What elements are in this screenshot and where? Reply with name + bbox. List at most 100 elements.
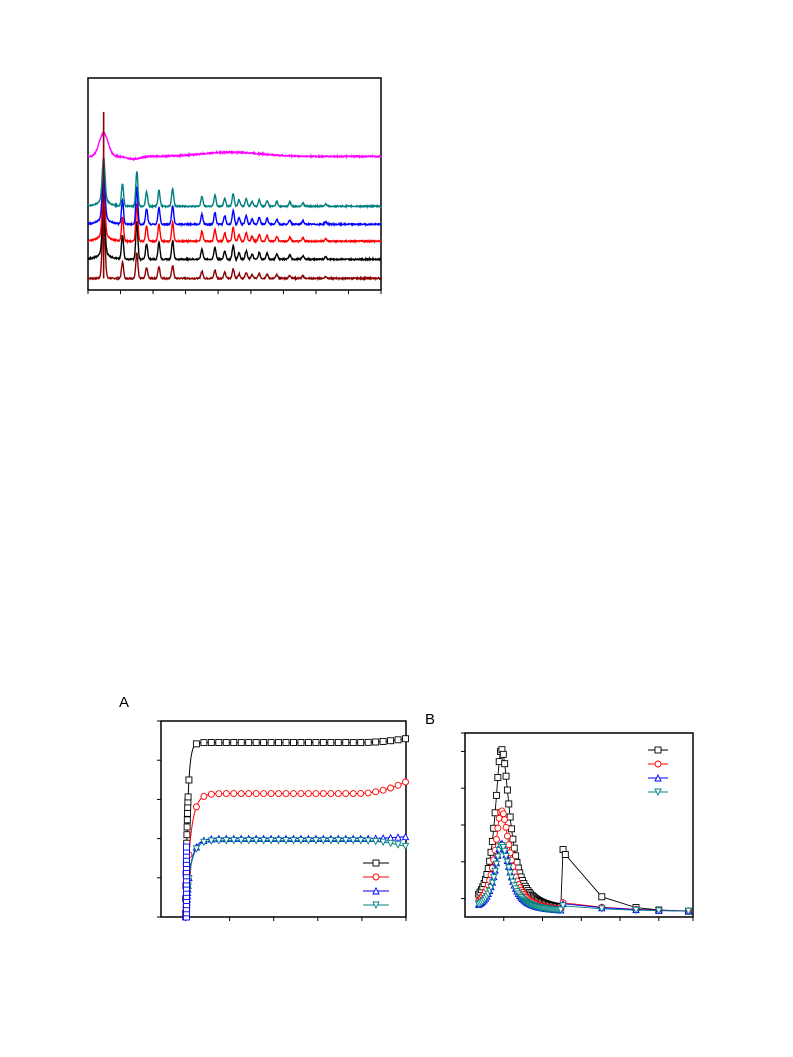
chart-b-marker [509, 835, 517, 843]
chart-b-marker [493, 791, 500, 799]
chart-a-marker [304, 837, 313, 845]
chart-a-marker [327, 837, 335, 845]
chart-a-marker [215, 837, 223, 845]
chart-a-marker [259, 837, 268, 845]
chart-b-marker [501, 760, 509, 768]
chart-b-marker [503, 858, 512, 867]
chart-b-marker [503, 832, 511, 840]
chart-b-legend-marker [654, 760, 662, 768]
chart-a-marker [402, 778, 409, 786]
chart-a-marker [282, 790, 290, 797]
chart-b-marker [501, 816, 509, 824]
chart-a-marker [356, 837, 365, 845]
chart-a-marker [304, 739, 312, 747]
chart-a-marker [222, 837, 230, 845]
chart-a-marker [379, 786, 387, 794]
chart-a-marker [183, 831, 191, 839]
chart-b-marker [598, 893, 606, 901]
chart-a-legend-marker [372, 901, 380, 910]
chart-a-marker [319, 790, 327, 797]
chart-a-marker [297, 739, 305, 747]
chart-b-marker [503, 786, 511, 794]
chart-b-marker [510, 844, 518, 852]
chart-b-marker [494, 824, 502, 832]
chart-a-marker [267, 790, 275, 797]
chart-a-marker [394, 736, 402, 744]
chart-a-marker [357, 790, 365, 797]
chart-a-marker [379, 737, 387, 745]
chart-a-marker [230, 790, 238, 797]
chart-b-marker [559, 902, 567, 910]
chart-a-marker [312, 739, 320, 747]
chart-a-marker [275, 790, 282, 797]
chart-a-marker [319, 739, 327, 747]
chart-a-marker [185, 776, 193, 784]
chart-a-marker [401, 842, 410, 851]
chart-a-marker [364, 789, 372, 797]
chart-b-marker [502, 772, 510, 780]
chart-a-marker [327, 790, 335, 797]
chart-a-marker [394, 833, 402, 841]
chart-a-legend-marker [372, 859, 380, 867]
chart-a-marker [394, 781, 402, 789]
chart-b-marker [509, 878, 517, 887]
chart-a-marker [183, 816, 191, 824]
chart-a-marker [372, 738, 380, 746]
chart-a-marker [387, 737, 395, 745]
xrd-series-line [87, 213, 382, 282]
chart-b-marker [489, 874, 498, 882]
chart-a-legend-marker [372, 873, 380, 881]
xrd-series-line [87, 156, 382, 210]
chart-a-marker [267, 739, 275, 747]
chart-a-marker [334, 739, 342, 747]
chart-a-marker [275, 739, 282, 747]
chart-b-marker [502, 823, 510, 831]
chart-a-marker [245, 790, 253, 797]
chart-a-marker [274, 837, 283, 845]
chart-b-marker [491, 809, 499, 817]
xrd-frame [87, 77, 382, 291]
chart-a-marker [237, 837, 245, 845]
chart-a-marker [215, 790, 223, 798]
chart-a-marker [192, 845, 201, 853]
chart-b-marker [507, 874, 516, 882]
chart-a-frame [160, 720, 407, 918]
chart-a-marker [349, 790, 357, 797]
chart-b-marker [491, 867, 499, 876]
chart-a-marker [290, 739, 297, 747]
chart-a-marker [379, 838, 387, 847]
chart-a-marker [371, 837, 380, 846]
chart-b-legend-marker [654, 773, 662, 782]
chart-b-marker [499, 810, 507, 818]
chart-a-marker [327, 739, 335, 747]
chart-b-marker [561, 851, 569, 858]
chart-a-marker [402, 735, 409, 743]
panel-label-a: A [119, 694, 130, 711]
chart-a-marker [215, 739, 223, 747]
chart-b-marker [494, 774, 502, 781]
chart-b-marker [505, 864, 513, 872]
chart-a-marker [183, 823, 191, 831]
chart-b-marker [502, 852, 510, 861]
chart-a-marker [282, 739, 290, 747]
chart-a-marker [192, 740, 200, 748]
xrd-chart [87, 77, 382, 294]
chart-b-marker [598, 905, 606, 913]
chart-a-marker [252, 739, 260, 747]
chart-a-marker [230, 739, 238, 747]
chart-a-marker [252, 790, 260, 797]
chart-a-marker [290, 790, 297, 797]
chart-a-marker [244, 837, 253, 845]
chart-a-marker [222, 739, 230, 747]
chart-b-marker [557, 906, 565, 914]
chart-a-marker [334, 837, 343, 845]
chart-b-marker [655, 907, 663, 915]
chart-a-marker [312, 837, 320, 845]
chart-a-marker [237, 790, 245, 797]
chart-a-marker [319, 837, 328, 845]
chart-b-marker [632, 906, 640, 915]
chart-a-marker [386, 839, 395, 848]
chart-a-marker [289, 837, 298, 845]
chart-b-marker [506, 813, 514, 821]
